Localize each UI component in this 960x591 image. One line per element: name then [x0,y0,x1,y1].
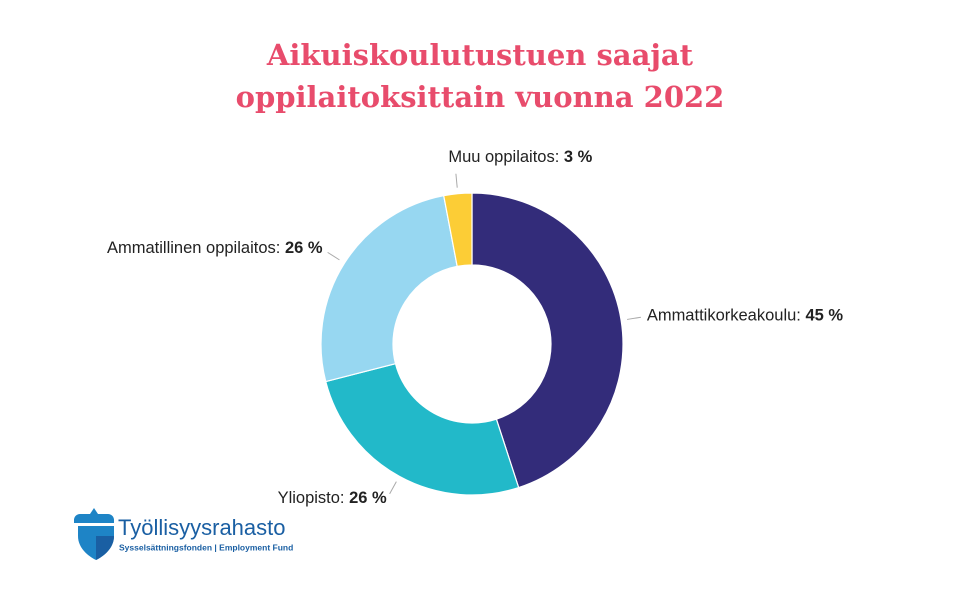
category-label: Ammatillinen oppilaitos: [107,240,280,258]
donut-slice [443,192,473,268]
data-label: Ammattikorkeakoulu: 45 % [647,307,844,325]
value-label: 45 % [805,307,843,325]
donut-slice [325,362,520,496]
value-label: 26 % [285,240,323,258]
donut-slice [471,192,624,489]
value-label: 3 % [564,148,593,166]
category-label: Muu oppilaitos: [448,148,559,166]
donut-slice [320,194,458,383]
value-label: 26 % [349,489,387,507]
category-label: Ammattikorkeakoulu: [647,307,801,325]
data-label: Muu oppilaitos: 3 % [448,148,592,166]
chart-title: Aikuiskoulutustuen saajat oppilaitoksitt… [235,38,725,114]
leader-line [327,251,340,261]
data-label: Yliopisto: 26 % [278,489,387,507]
logo-icon [74,508,114,560]
leader-line [455,173,458,188]
category-label: Yliopisto: [278,489,345,507]
logo-name: Työllisyysrahasto [118,515,286,540]
logo-subtitle: Sysselsättningsfonden | Employment Fund [119,542,293,552]
data-label: Ammatillinen oppilaitos: 26 % [107,240,323,258]
leader-line [389,481,397,495]
leader-line [626,316,641,320]
